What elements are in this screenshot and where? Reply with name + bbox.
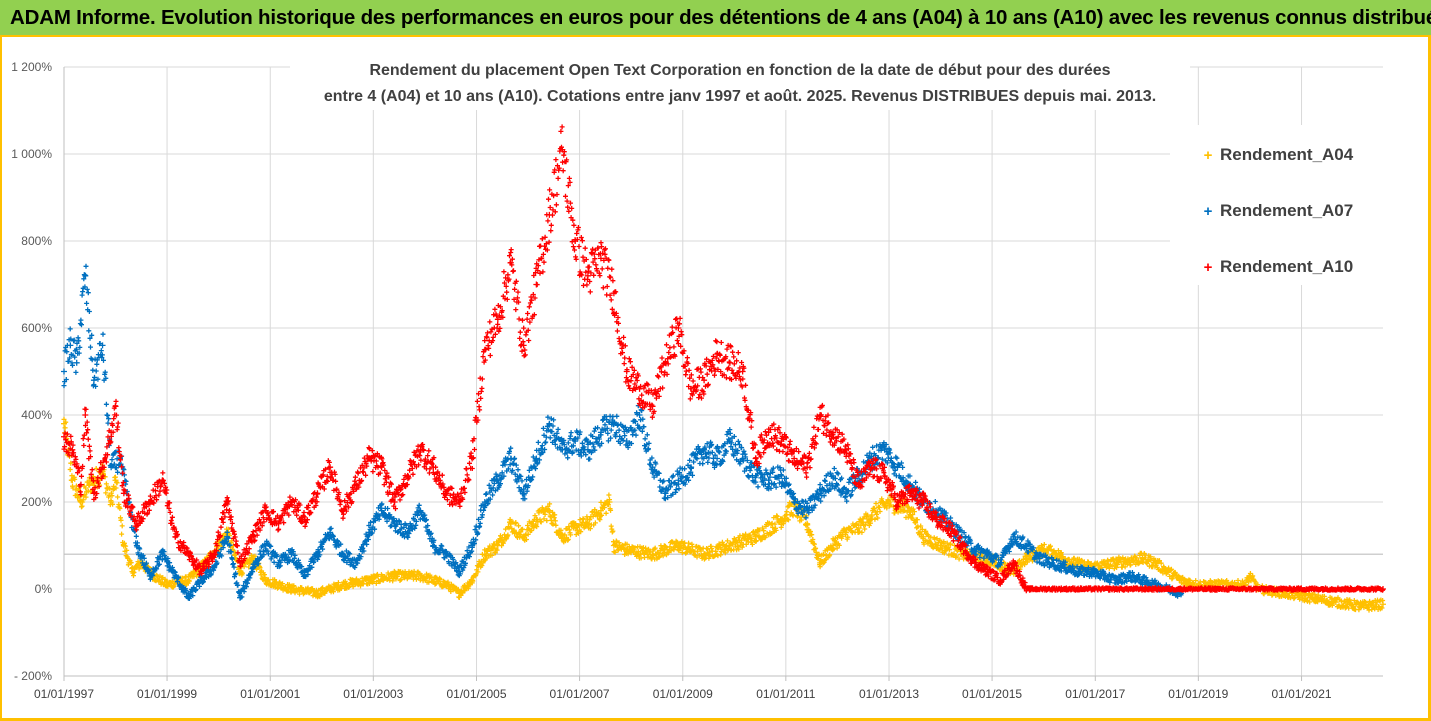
banner-title: ADAM Informe. Evolution historique des p… (10, 5, 1431, 29)
legend-item-a10: + Rendement_A10 (1200, 255, 1354, 279)
data-point (61, 368, 67, 375)
legend-label-a04: Rendement_A04 (1220, 145, 1354, 164)
data-point (597, 255, 604, 262)
y-tick-label: 1 200% (11, 60, 52, 74)
series-Rendement_A07 (61, 263, 1185, 601)
data-point (765, 477, 772, 484)
frame-border-right (1428, 35, 1431, 721)
data-point (61, 433, 67, 440)
legend-marker-a04: + (1203, 146, 1213, 164)
frame-border-left (0, 35, 2, 721)
x-tick-label: 01/01/2001 (240, 687, 300, 701)
x-tick-label: 01/01/2009 (653, 687, 713, 701)
report-banner: ADAM Informe. Evolution historique des p… (0, 0, 1431, 35)
series-marker-cloud (61, 124, 1386, 594)
series-Rendement_A10 (61, 124, 1386, 594)
y-tick-label: - 200% (14, 669, 52, 683)
data-point (726, 359, 733, 366)
y-tick-label: 200% (21, 495, 52, 509)
x-tick-label: 01/01/2021 (1272, 687, 1332, 701)
x-tick-label: 01/01/2019 (1168, 687, 1228, 701)
data-point (73, 359, 80, 366)
frame-border-top (0, 35, 1431, 37)
x-tick-label: 01/01/2007 (550, 687, 610, 701)
x-tick-label: 01/01/2015 (962, 687, 1022, 701)
x-tick-label: 01/01/1999 (137, 687, 197, 701)
data-point (327, 464, 334, 471)
frame-border-bottom (0, 718, 1431, 721)
data-point (82, 412, 89, 418)
data-point (494, 316, 501, 323)
legend-marker-a07: + (1203, 202, 1213, 220)
y-tick-label: 800% (21, 234, 52, 248)
legend-label-a10: Rendement_A10 (1220, 257, 1354, 276)
y-tick-label: 600% (21, 321, 52, 335)
y-tick-label: 1 000% (11, 147, 52, 161)
y-tick-label: 0% (35, 582, 53, 596)
x-tick-label: 01/01/2003 (343, 687, 403, 701)
data-point (791, 455, 798, 462)
x-tick-label: 01/01/2011 (756, 687, 815, 701)
x-tick-label: 01/01/1997 (34, 687, 94, 701)
chart-title: Rendement du placement Open Text Corpora… (290, 58, 1190, 110)
legend-item-a04: + Rendement_A04 (1200, 143, 1354, 167)
chart-title-line-2: entre 4 (A04) et 10 ans (A10). Cotations… (323, 88, 1157, 105)
legend-item-a07: + Rendement_A07 (1200, 199, 1354, 223)
x-tick-label: 01/01/2005 (446, 687, 506, 701)
legend-label-a07: Rendement_A07 (1220, 201, 1354, 220)
legend: + Rendement_A04 + Rendement_A07 + Rendem… (1170, 125, 1385, 285)
x-tick-label: 01/01/2013 (859, 687, 919, 701)
y-tick-label: 400% (21, 408, 52, 422)
legend-marker-a10: + (1203, 258, 1213, 276)
x-tick-label: 01/01/2017 (1065, 687, 1125, 701)
chart-title-line-1: Rendement du placement Open Text Corpora… (369, 62, 1111, 79)
series-marker-cloud (61, 263, 1184, 601)
